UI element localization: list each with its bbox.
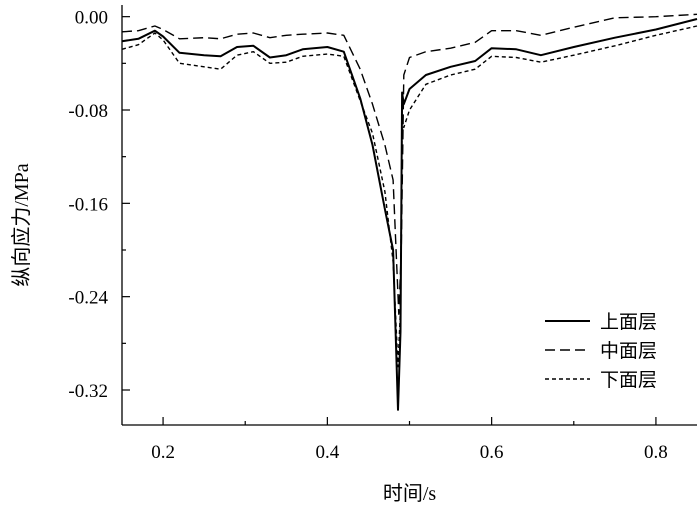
series-line-2 bbox=[121, 13, 698, 315]
series-line-1 bbox=[121, 18, 698, 411]
x-tick-label: 0.6 bbox=[480, 442, 504, 463]
x-tick-label: 0.8 bbox=[644, 442, 668, 463]
y-tick-label: -0.08 bbox=[68, 101, 108, 122]
y-axis-title: 纵向应力/MPa bbox=[10, 163, 33, 286]
y-tick-label: -0.24 bbox=[68, 288, 108, 309]
y-tick-label: -0.32 bbox=[68, 381, 108, 402]
legend-label-2: 中面层 bbox=[600, 340, 657, 362]
series-line-3 bbox=[121, 25, 698, 368]
legend-label-1: 上面层 bbox=[600, 311, 657, 333]
x-axis-title: 时间/s bbox=[383, 482, 437, 505]
y-tick-label: 0.00 bbox=[75, 8, 108, 29]
legend-label-3: 下面层 bbox=[600, 369, 657, 391]
x-tick-label: 0.4 bbox=[315, 442, 339, 463]
x-tick-label: 0.2 bbox=[151, 442, 175, 463]
axes: 0.2 0.4 0.6 0.8 0.00 -0.08 -0.16 -0.24 -0.32 时间/s… bbox=[10, 5, 697, 505]
y-tick-label: -0.16 bbox=[68, 194, 108, 215]
plot-area bbox=[121, 13, 698, 411]
